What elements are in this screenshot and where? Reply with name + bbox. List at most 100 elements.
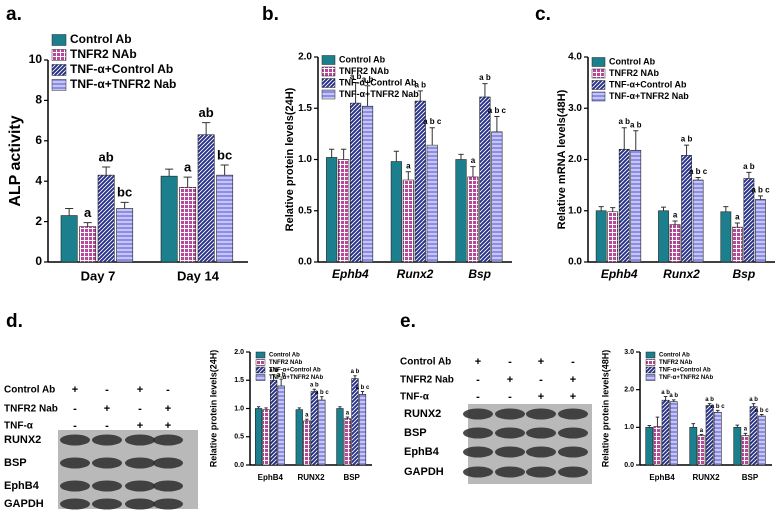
y-tick-label: 0	[35, 254, 42, 268]
condition-sign: +	[137, 420, 143, 432]
condition-sign: +	[570, 391, 576, 403]
significance-label: a b c	[751, 185, 770, 194]
bar	[350, 102, 362, 263]
bar	[653, 426, 662, 466]
condition-label: TNFR2 Nab	[4, 404, 58, 415]
error-bar	[256, 406, 261, 409]
error-bar	[751, 403, 756, 407]
legend-label: TNFR2 NAb	[609, 68, 659, 78]
significance-label: a b	[705, 397, 714, 403]
blot-band	[463, 466, 493, 478]
condition-sign: -	[508, 391, 512, 403]
panel-label: a.	[6, 4, 22, 25]
bar	[697, 435, 706, 466]
condition-sign: +	[570, 374, 576, 386]
condition-sign: +	[507, 374, 513, 386]
band-label: RUNX2	[4, 434, 41, 446]
blot-band	[153, 498, 183, 510]
error-bar	[271, 374, 276, 381]
x-tick-label: BSP	[742, 473, 759, 482]
significance-label: a b	[669, 393, 678, 399]
error-bar	[364, 85, 371, 107]
significance-label: a b	[743, 162, 755, 171]
blot-band	[125, 434, 155, 446]
bar	[390, 161, 402, 263]
condition-sign: +	[165, 403, 171, 415]
bar	[689, 427, 698, 466]
bar	[343, 418, 352, 466]
error-bar	[610, 207, 616, 212]
legend-swatch	[321, 78, 336, 88]
bar	[277, 385, 285, 466]
error-bar	[264, 407, 268, 410]
significance-label: a b	[277, 372, 286, 378]
significance-label: a	[406, 161, 411, 170]
bar	[97, 174, 115, 263]
legend-label: TNF-α+Control Ab	[269, 368, 321, 374]
x-tick-label: EphB4	[258, 473, 284, 482]
error-bar	[482, 83, 488, 97]
condition-sign: +	[137, 384, 143, 396]
blot-band	[463, 446, 493, 458]
significance-label: a b c	[711, 404, 725, 410]
legend-label: Control Ab	[70, 32, 132, 46]
legend-label: TNFR2 NAb	[339, 66, 389, 76]
y-tick-label: 2.0	[298, 52, 312, 63]
bar	[749, 406, 758, 466]
panel-label: c.	[535, 4, 551, 25]
error-bar	[691, 423, 696, 428]
blot-band	[153, 457, 183, 469]
bar	[491, 131, 503, 263]
legend-swatch	[255, 359, 266, 366]
error-bar	[458, 153, 464, 160]
error-bar	[312, 388, 316, 392]
bar	[336, 408, 344, 466]
y-tick-label: 2.0	[624, 387, 634, 394]
error-bar	[329, 148, 335, 158]
condition-sign: -	[571, 356, 575, 368]
significance-label: a	[735, 213, 740, 222]
condition-sign: -	[73, 420, 77, 432]
error-bar	[320, 396, 324, 401]
significance-label: a	[184, 159, 192, 174]
error-bar	[633, 130, 639, 151]
error-bar	[429, 127, 435, 146]
y-tick-label: 8	[35, 93, 42, 107]
legend-label: TNF-α+TNFR2 Nab	[339, 89, 419, 99]
condition-sign: -	[539, 374, 543, 386]
bar	[705, 405, 714, 466]
blot-band	[463, 408, 493, 420]
x-tick-label: Day 7	[81, 268, 116, 283]
error-bar	[165, 168, 174, 177]
blot-band	[60, 457, 90, 469]
blot-band	[526, 466, 556, 478]
x-tick-label: Ephb4	[332, 267, 369, 281]
y-tick-label: 1.5	[234, 377, 244, 384]
condition-label: TNFR2 Nab	[400, 375, 454, 386]
blot-band	[526, 427, 556, 439]
legend-swatch	[645, 359, 656, 366]
error-bar	[305, 418, 309, 421]
legend-swatch	[591, 68, 606, 79]
error-bar	[684, 144, 690, 156]
blot-band	[60, 480, 90, 492]
bar	[361, 105, 374, 263]
error-bar	[65, 207, 74, 216]
error-bar	[598, 206, 604, 211]
condition-sign: +	[538, 356, 544, 368]
band-label: GAPDH	[4, 498, 44, 510]
bar	[757, 415, 766, 466]
panel-label: b.	[262, 4, 279, 25]
y-tick-label: 0.0	[568, 257, 582, 268]
significance-label: a	[84, 205, 92, 220]
y-tick-label: 0.5	[298, 205, 312, 216]
bar	[732, 226, 743, 263]
error-bar	[102, 166, 111, 176]
bar	[402, 179, 414, 263]
condition-sign: -	[476, 391, 480, 403]
blot-band	[125, 457, 155, 469]
significance-label: a b	[618, 117, 630, 126]
bar	[270, 379, 278, 466]
bar	[160, 175, 178, 263]
